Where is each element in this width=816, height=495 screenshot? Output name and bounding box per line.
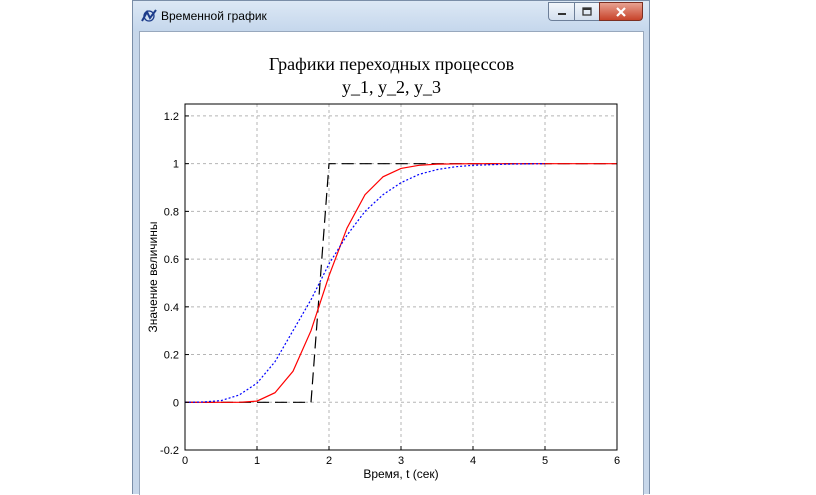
y-tick-label: 0.4 <box>164 302 179 314</box>
window-title: Временной график <box>161 9 267 23</box>
window-controls <box>548 2 643 21</box>
y-tick-label: 0.8 <box>164 206 179 218</box>
x-tick-label: 0 <box>182 455 188 467</box>
y-axis-label: Значение величины <box>146 222 160 333</box>
maximize-icon <box>582 7 592 16</box>
app-graph-icon <box>141 9 157 22</box>
y-tick-label: 0.2 <box>164 350 179 362</box>
x-tick-label: 1 <box>254 455 260 467</box>
y-tick-label: 0 <box>173 397 179 409</box>
x-tick-label: 3 <box>398 455 404 467</box>
x-tick-label: 4 <box>470 455 476 467</box>
y-tick-label: 1 <box>173 159 179 171</box>
x-axis-label: Время, t (сек) <box>363 467 438 481</box>
minimize-icon <box>557 12 566 15</box>
series-line-2 <box>185 163 617 403</box>
y-tick-label: 1.2 <box>164 111 179 123</box>
chart-area: Графики переходных процессов y_1, y_2, y… <box>139 31 644 495</box>
x-tick-label: 6 <box>614 455 620 467</box>
x-tick-label: 2 <box>326 455 332 467</box>
close-icon <box>616 6 626 17</box>
series-line-3 <box>184 163 546 403</box>
chart-subtitle: y_1, y_2, y_3 <box>342 77 441 97</box>
y-tick-label: -0.2 <box>160 445 179 457</box>
title-bar[interactable]: Временной график <box>133 1 649 31</box>
y-tick-label: 0.6 <box>164 254 179 266</box>
close-button[interactable] <box>599 2 643 21</box>
graph-window: Временной график Графики переходных проц… <box>132 0 650 495</box>
chart-title: Графики переходных процессов <box>268 54 515 74</box>
maximize-button[interactable] <box>574 2 599 21</box>
series-line-1 <box>185 163 617 403</box>
minimize-button[interactable] <box>548 2 574 21</box>
x-tick-label: 5 <box>542 455 548 467</box>
